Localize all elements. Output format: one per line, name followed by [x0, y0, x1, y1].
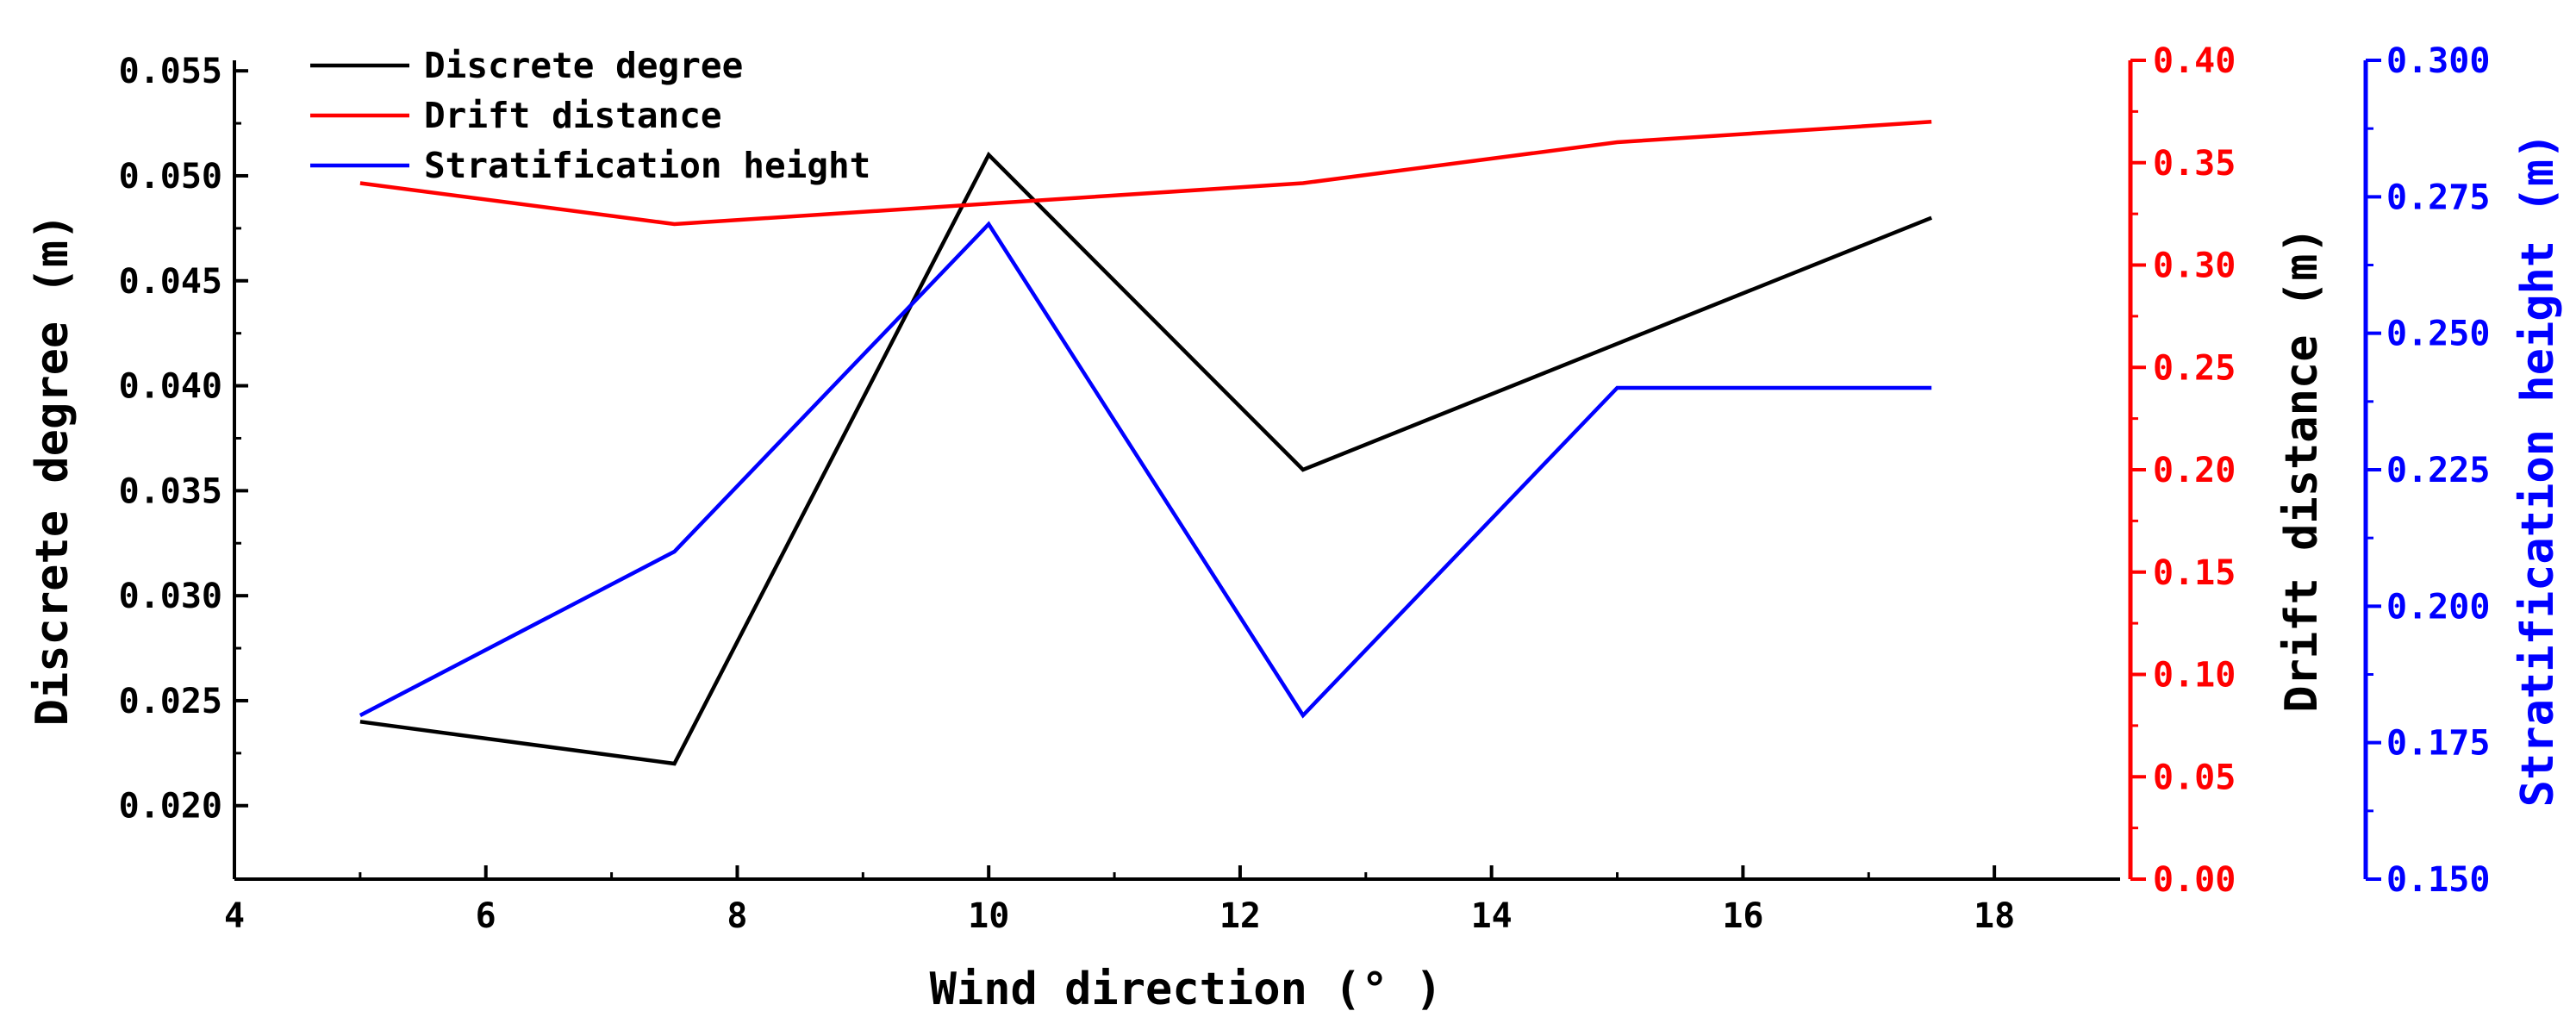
left-axis-tick-label: 0.050 [119, 157, 222, 197]
x-axis-tick-label: 18 [1974, 896, 2015, 936]
legend-label-drift-distance: Drift distance [424, 95, 722, 136]
drift-axis-tick-label: 0.10 [2153, 656, 2236, 696]
x-axis-tick-label: 12 [1219, 896, 1261, 936]
stratification-axis-tick-label: 0.250 [2386, 315, 2490, 354]
left-axis-tick-label: 0.055 [119, 52, 222, 91]
stratification-axis-tick-label: 0.175 [2386, 724, 2490, 764]
drift-axis-tick-label: 0.00 [2153, 860, 2236, 900]
drift-axis-tick-label: 0.20 [2153, 451, 2236, 490]
stratification-axis-tick-label: 0.300 [2386, 41, 2490, 81]
drift-axis-tick-label: 0.40 [2153, 41, 2236, 81]
drift-axis-tick-label: 0.30 [2153, 247, 2236, 286]
x-axis-tick-label: 8 [727, 896, 747, 936]
left-axis-tick-label: 0.030 [119, 577, 222, 616]
left-axis-tick-label: 0.045 [119, 262, 222, 302]
stratification-axis-tick-label: 0.200 [2386, 587, 2490, 627]
drift-axis-tick-label: 0.25 [2153, 348, 2236, 388]
x-axis-tick-label: 10 [968, 896, 1009, 936]
left-axis-tick-label: 0.025 [119, 682, 222, 721]
x-axis-tick-label: 16 [1722, 896, 1763, 936]
discrete-degree-line [359, 151, 1933, 766]
stratification-height-line [359, 221, 1932, 719]
left-axis-title: Discrete degree (m) [27, 214, 78, 727]
x-axis-tick-label: 6 [476, 896, 496, 936]
legend-label-stratification-height: Stratification height [424, 145, 870, 186]
x-axis-tick-label: 4 [224, 896, 245, 936]
left-axis-tick-label: 0.020 [119, 787, 222, 827]
drift-axis-tick-label: 0.05 [2153, 758, 2236, 797]
stratification-axis-tick-label: 0.225 [2386, 451, 2490, 490]
left-axis-tick-label: 0.035 [119, 471, 222, 511]
x-axis-tick-label: 14 [1471, 896, 1513, 936]
stratification-axis-title: Stratification height (m) [2512, 133, 2564, 808]
drift-distance-line [359, 120, 1932, 227]
left-axis-tick-label: 0.040 [119, 367, 222, 407]
drift-axis-tick-label: 0.15 [2153, 553, 2236, 593]
drift-axis-tick-label: 0.35 [2153, 144, 2236, 184]
drift-axis-title: Drift distance (m) [2276, 227, 2328, 713]
legend-label-discrete-degree: Discrete degree [424, 45, 743, 86]
stratification-axis-tick-label: 0.275 [2386, 178, 2490, 217]
stratification-axis-tick-label: 0.150 [2386, 860, 2490, 900]
x-axis-title: Wind direction (° ) [930, 964, 1443, 1015]
